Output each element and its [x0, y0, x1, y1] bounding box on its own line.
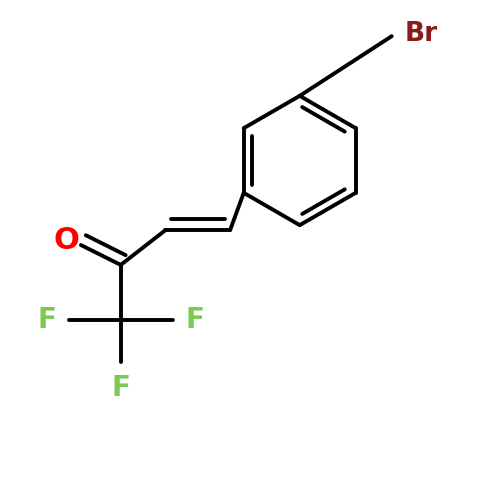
Text: F: F — [112, 374, 130, 402]
Text: F: F — [37, 306, 56, 334]
Text: F: F — [186, 306, 204, 334]
Text: Br: Br — [404, 20, 438, 46]
Text: O: O — [53, 226, 79, 254]
